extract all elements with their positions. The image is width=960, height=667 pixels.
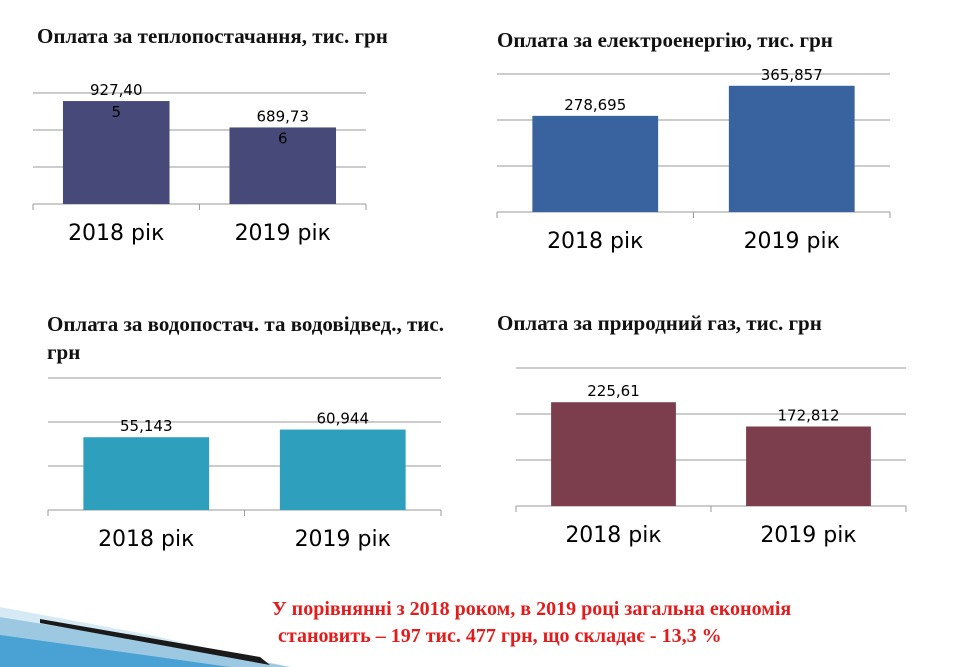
category-label: 2019 рік (235, 221, 331, 246)
data-label: 172,812 (777, 407, 839, 425)
category-label: 2018 рік (98, 527, 194, 552)
data-label: 689,73 (257, 107, 310, 125)
bar (746, 426, 871, 506)
water-chart: 55,143 2018 рік 60,944 2019 рік (47, 377, 442, 552)
heating-chart: 927,40 5 2018 рік 689,73 6 2019 рік (32, 81, 367, 246)
bar (279, 429, 406, 510)
bar (83, 437, 210, 510)
decorative-swoosh (0, 607, 290, 667)
category-label: 2019 рік (760, 523, 856, 548)
savings-conclusion: У порівнянні з 2018 роком, в 2019 році з… (272, 596, 952, 650)
gas-chart-title: Оплата за природний газ, тис. грн (497, 311, 822, 335)
data-label: 6 (278, 129, 288, 147)
data-label: 5 (111, 103, 121, 121)
category-label: 2018 рік (68, 221, 164, 246)
gas-chart: 225,61 2018 рік 172,812 2019 рік (515, 367, 907, 548)
data-label: 60,944 (317, 410, 370, 428)
data-label: 55,143 (120, 417, 173, 435)
bar (551, 402, 676, 506)
bar (229, 127, 337, 204)
category-label: 2018 рік (547, 229, 643, 254)
conclusion-line-1: У порівнянні з 2018 роком, в 2019 році з… (272, 598, 792, 620)
water-chart-title: Оплата за водопостач. та водовідвед., ти… (47, 312, 444, 364)
electricity-chart: 278,695 2018 рік 365,857 2019 рік (496, 66, 891, 254)
heating-chart-title: Оплата за теплопостачання, тис. грн (37, 24, 388, 48)
bar (532, 115, 659, 212)
bar (62, 101, 170, 204)
bar (728, 85, 855, 212)
data-label: 365,857 (761, 66, 823, 84)
category-label: 2019 рік (295, 527, 391, 552)
conclusion-line-2: становить – 197 тис. 477 грн, що складає… (278, 625, 722, 647)
category-label: 2019 рік (744, 229, 840, 254)
data-label: 927,40 (90, 81, 143, 99)
data-label: 225,61 (587, 382, 640, 400)
data-label: 278,695 (564, 96, 626, 114)
electricity-chart-title: Оплата за електроенергію, тис. грн (497, 28, 833, 52)
category-label: 2018 рік (565, 523, 661, 548)
